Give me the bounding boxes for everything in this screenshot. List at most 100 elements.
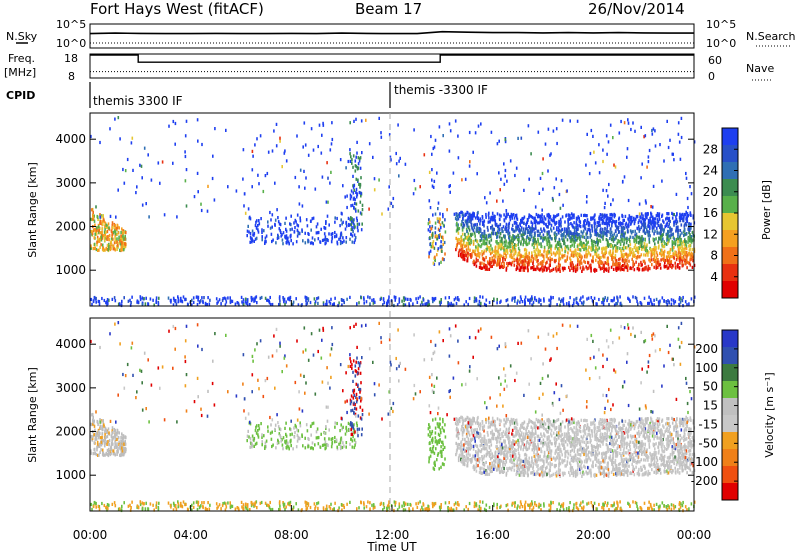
- scatter-point: [434, 258, 436, 262]
- scatter-point: [334, 235, 336, 239]
- scatter-point: [269, 226, 272, 230]
- scatter-point: [257, 224, 259, 228]
- scatter-point: [240, 295, 243, 299]
- scatter-point: [355, 360, 357, 364]
- scatter-point: [290, 444, 292, 448]
- scatter-point: [554, 253, 557, 257]
- scatter-point: [510, 255, 513, 259]
- scatter-point: [330, 232, 333, 236]
- scatter-point: [674, 300, 677, 304]
- scatter-point: [549, 235, 551, 239]
- scatter-point: [339, 446, 342, 451]
- scatter-point: [314, 238, 316, 242]
- scatter-point: [621, 256, 624, 260]
- scatter-point: [574, 269, 577, 273]
- scatter-point: [683, 252, 686, 256]
- scatter-point: [611, 224, 613, 228]
- scatter-point: [320, 151, 323, 155]
- scatter-point: [388, 300, 390, 304]
- scatter-point: [533, 227, 536, 231]
- scatter-point: [608, 243, 611, 247]
- scatter-point: [193, 195, 196, 199]
- scatter-point: [356, 151, 358, 155]
- scatter-point: [621, 214, 623, 218]
- scatter-point: [102, 248, 105, 252]
- scatter-point: [565, 259, 567, 263]
- scatter-point: [108, 443, 110, 447]
- scatter-point: [477, 303, 479, 307]
- scatter-point: [150, 178, 153, 182]
- scatter-point: [271, 149, 274, 153]
- scatter-point: [349, 148, 351, 152]
- scatter-point: [513, 296, 516, 300]
- scatter-point: [570, 261, 573, 265]
- scatter-point: [185, 168, 188, 172]
- scatter-point: [594, 232, 596, 236]
- scatter-point: [678, 258, 681, 262]
- scatter-point: [653, 298, 655, 302]
- scatter-point: [348, 428, 351, 432]
- scatter-point: [569, 258, 572, 262]
- scatter-point: [403, 298, 405, 303]
- scatter-point: [625, 246, 627, 250]
- scatter-point: [601, 301, 603, 305]
- scatter-point: [524, 230, 526, 234]
- scatter-point: [585, 248, 587, 252]
- scatter-point: [523, 248, 526, 252]
- scatter-point: [509, 218, 512, 222]
- scatter-point: [583, 300, 585, 304]
- scatter-point: [513, 263, 516, 267]
- scatter-point: [130, 141, 133, 145]
- scatter-point: [381, 212, 383, 216]
- scatter-point: [548, 298, 550, 302]
- scatter-point: [378, 116, 380, 120]
- scatter-point: [113, 229, 116, 233]
- scatter-point: [280, 439, 282, 443]
- scatter-point: [261, 228, 263, 232]
- scatter-point: [148, 215, 150, 219]
- scatter-point: [429, 425, 431, 429]
- scatter-point: [676, 229, 679, 233]
- scatter-point: [681, 299, 684, 303]
- scatter-point: [548, 213, 550, 218]
- scatter-point: [302, 145, 304, 149]
- scatter-point: [498, 217, 501, 221]
- scatter-point: [548, 263, 551, 267]
- scatter-point: [159, 181, 161, 185]
- scatter-point: [603, 214, 605, 218]
- scatter-point: [355, 209, 357, 213]
- scatter-point: [99, 424, 102, 428]
- scatter-point: [577, 303, 580, 307]
- scatter-point: [557, 213, 560, 217]
- scatter-point: [313, 297, 316, 301]
- scatter-point: [692, 259, 694, 263]
- power-ylabel: Slant Range [km]: [26, 162, 39, 258]
- scatter-point: [355, 382, 358, 386]
- scatter-point: [529, 298, 532, 302]
- scatter-point: [675, 222, 678, 226]
- scatter-point: [116, 437, 118, 442]
- scatter-point: [535, 248, 537, 252]
- scatter-point: [590, 216, 592, 220]
- scatter-point: [561, 237, 563, 241]
- scatter-point: [619, 246, 621, 250]
- scatter-point: [623, 238, 625, 242]
- scatter-point: [486, 244, 488, 248]
- scatter-point: [275, 144, 278, 148]
- scatter-point: [114, 429, 116, 433]
- scatter-point: [121, 241, 123, 245]
- scatter-point: [619, 222, 622, 226]
- scatter-point: [567, 218, 569, 222]
- scatter-point: [524, 263, 526, 267]
- scatter-point: [444, 435, 447, 439]
- scatter-point: [576, 236, 579, 240]
- scatter-point: [535, 254, 538, 258]
- scatter-point: [534, 231, 536, 235]
- scatter-point: [655, 297, 658, 301]
- scatter-point: [604, 232, 607, 236]
- scatter-point: [662, 237, 664, 241]
- scatter-point: [353, 223, 356, 227]
- scatter-point: [658, 231, 660, 235]
- scatter-point: [299, 219, 302, 223]
- scatter-point: [297, 429, 300, 433]
